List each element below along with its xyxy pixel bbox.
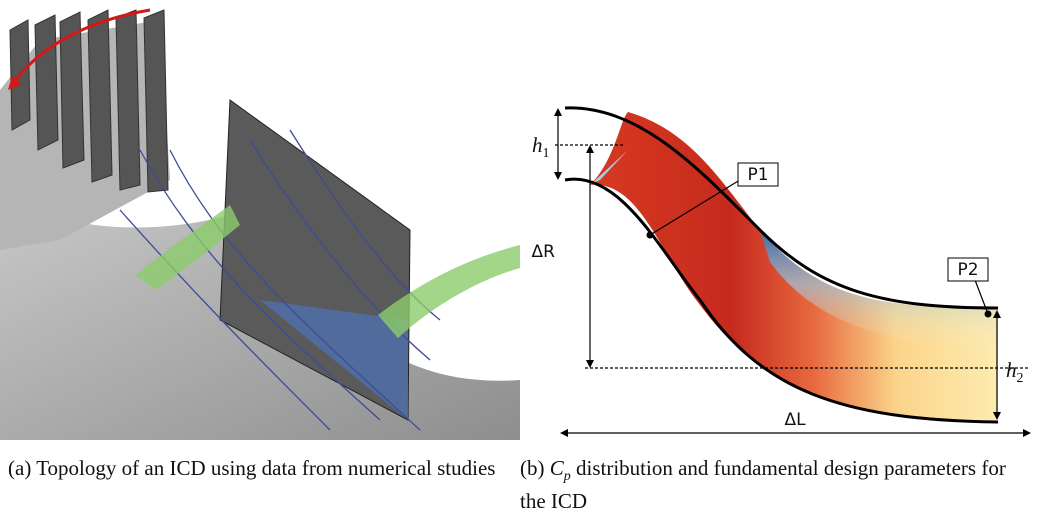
caption-b: (b) Cp distribution and fundamental desi…: [520, 456, 1032, 513]
delta-l-label: ΔL: [784, 410, 806, 430]
h1-label: h1: [532, 133, 550, 161]
caption-label: (a): [8, 456, 32, 480]
arrowheads: [554, 108, 1031, 437]
h2-label: h2: [1006, 358, 1024, 386]
p1-label: P1: [747, 165, 768, 185]
icd-render: [0, 8, 520, 440]
delta-r-label: ΔR: [532, 242, 556, 262]
p1-box: [737, 162, 779, 187]
p2-box: [947, 257, 989, 282]
p2-label: P2: [957, 260, 978, 280]
caption-a: (a) Topology of an ICD using data from n…: [8, 456, 513, 480]
caption-label: (b): [520, 456, 545, 480]
cp-duct: [564, 106, 999, 424]
caption-symbol: C: [549, 456, 564, 480]
figure: P1 P2 ΔR ΔL h1 h2: [0, 8, 1031, 440]
dimensions: [555, 110, 1030, 434]
caption-text: distribution and fundamental design para…: [520, 456, 1006, 513]
caption-text: Topology of an ICD using data from numer…: [36, 456, 496, 480]
caption-subscript: p: [563, 469, 571, 485]
